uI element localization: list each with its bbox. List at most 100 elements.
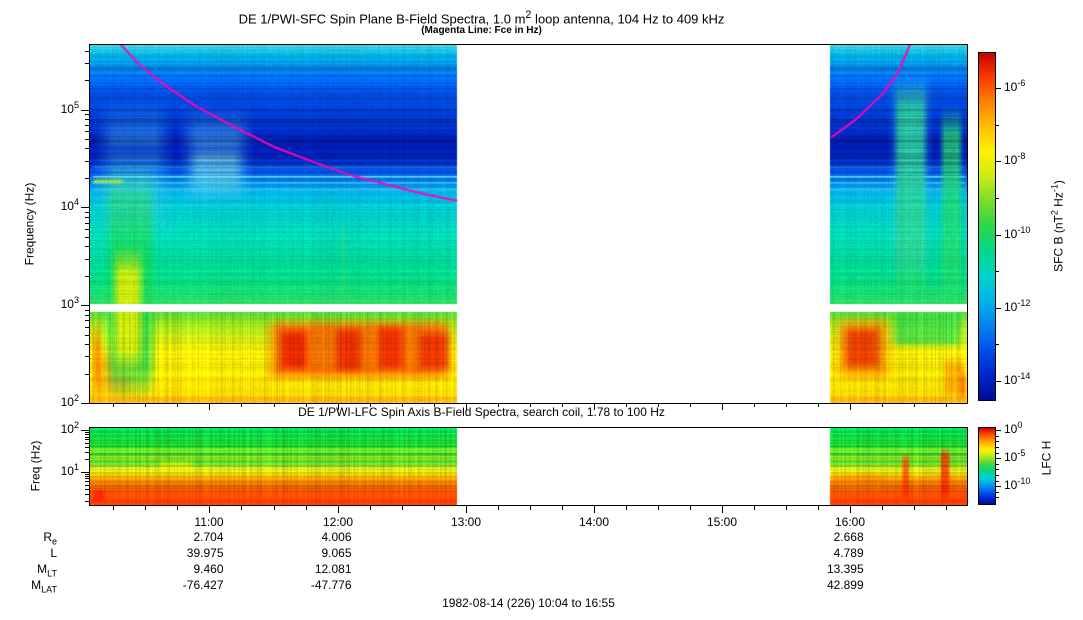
sfc-x-minor-tick [562, 404, 563, 407]
sfc-cbar-minor-tick [996, 344, 999, 345]
ephemeris-value: 4.789 [833, 546, 864, 560]
sfc-y-minor-tick [85, 320, 89, 321]
lfc-title: DE 1/PWI-LFC Spin Axis B-Field Spectra, … [298, 405, 665, 419]
sfc-x-major-tick [338, 404, 339, 410]
x-major-tick [722, 505, 723, 513]
sfc-x-minor-tick [530, 404, 531, 407]
x-minor-tick [177, 505, 178, 510]
x-minor-tick [754, 505, 755, 510]
lfc-y-minor-tick [85, 485, 89, 486]
sfc-x-minor-tick [786, 404, 787, 407]
x-major-tick [850, 505, 851, 513]
lfc-cbar-minor-tick [996, 497, 999, 498]
sfc-x-minor-tick [946, 404, 947, 407]
ephemeris-value: 13.395 [826, 562, 864, 576]
sfc-x-minor-tick [754, 404, 755, 407]
sfc-x-major-tick [466, 404, 467, 410]
lfc-y-minor-tick [85, 474, 89, 475]
sfc-cbar-tick-label: 10-14 [1004, 370, 1031, 387]
sfc-x-minor-tick [241, 404, 242, 407]
x-minor-tick [402, 505, 403, 510]
x-tick-label: 15:00 [706, 515, 738, 529]
sfc-y-minor-tick [85, 114, 89, 115]
ephemeris-row-label: L [50, 546, 57, 560]
sfc-x-minor-tick [402, 404, 403, 407]
lfc-y-tick-label: 102 [60, 420, 79, 437]
lfc-y-minor-tick [85, 452, 89, 453]
lfc-cbar-minor-tick [996, 475, 999, 476]
sfc-y-minor-tick [85, 139, 89, 140]
x-minor-tick [882, 505, 883, 510]
ephemeris-value: -76.427 [182, 578, 224, 592]
sfc-y-minor-tick [85, 131, 89, 132]
lfc-cbar-tick-label: 10-10 [1004, 476, 1031, 493]
sfc-cbar-minor-tick [996, 198, 999, 199]
ephemeris-value: -47.776 [310, 578, 352, 592]
sfc-x-minor-tick [306, 404, 307, 407]
sfc-y-minor-tick [85, 315, 89, 316]
x-major-tick [338, 505, 339, 513]
x-minor-tick [370, 505, 371, 510]
x-minor-tick [241, 505, 242, 510]
sfc-y-tick-label: 105 [60, 99, 79, 116]
lfc-cbar-minor-tick [996, 447, 999, 448]
lfc-cbar-minor-tick [996, 492, 999, 493]
sfc-y-minor-tick [85, 344, 89, 345]
sfc-x-minor-tick [882, 404, 883, 407]
lfc-y-minor-tick [85, 478, 89, 479]
lfc-cbar-major-tick [996, 486, 1001, 487]
sfc-x-minor-tick [145, 404, 146, 407]
x-tick-label: 16:00 [834, 515, 866, 529]
x-minor-tick [946, 505, 947, 510]
x-major-tick [466, 505, 467, 513]
lfc-y-minor-tick [85, 434, 89, 435]
sfc-x-minor-tick [914, 404, 915, 407]
sfc-colorbar [978, 52, 996, 401]
sfc-y-major-tick [81, 305, 89, 306]
sfc-y-tick-label: 102 [60, 393, 79, 409]
x-minor-tick [530, 505, 531, 510]
sfc-cbar-major-tick [996, 308, 1001, 309]
sfc-y-minor-tick [85, 229, 89, 230]
sfc-x-major-tick [722, 404, 723, 410]
sfc-y-minor-tick [85, 63, 89, 64]
sfc-y-minor-tick [85, 327, 89, 328]
lfc-cbar-tick-label: 100 [1004, 420, 1023, 437]
lfc-colorbar-label: LFC H [1039, 440, 1054, 476]
x-minor-tick [914, 505, 915, 510]
ephemeris-value: 39.975 [186, 546, 224, 560]
sfc-cbar-tick-label: 10-6 [1004, 78, 1026, 95]
sfc-y-major-tick [81, 110, 89, 111]
lfc-cbar-minor-tick [996, 464, 999, 465]
ephemeris-value: 4.006 [321, 530, 352, 544]
lfc-y-minor-tick [85, 476, 89, 477]
lfc-y-minor-tick [85, 437, 89, 438]
sfc-x-minor-tick [626, 404, 627, 407]
lfc-y-minor-tick [85, 459, 89, 460]
x-tick-label: 12:00 [322, 515, 354, 529]
sfc-cbar-major-tick [996, 161, 1001, 162]
ephemeris-value: 42.899 [826, 578, 864, 592]
sfc-y-minor-tick [85, 237, 89, 238]
sfc-y-tick-label: 103 [60, 295, 79, 312]
sfc-x-minor-tick [690, 404, 691, 407]
ephemeris-value: 9.460 [193, 562, 224, 576]
sfc-y-minor-tick [85, 125, 89, 126]
sfc-x-minor-tick [274, 404, 275, 407]
lfc-colorbar [978, 427, 996, 505]
lfc-y-axis-label: Freq (Hz) [28, 440, 43, 492]
x-minor-tick [145, 505, 146, 510]
lfc-panel [89, 427, 968, 506]
x-major-tick [594, 505, 595, 513]
lfc-cbar-minor-tick [996, 453, 999, 454]
sfc-cbar-tick-label: 10-12 [1004, 297, 1031, 314]
x-minor-tick [690, 505, 691, 510]
sfc-y-minor-tick [85, 217, 89, 218]
sfc-y-tick-label: 104 [60, 197, 79, 214]
sfc-cbar-minor-tick [996, 271, 999, 272]
main-subtitle: (Magenta Line: Fce in Hz) [421, 25, 542, 36]
lfc-cbar-tick-label: 10-5 [1004, 448, 1026, 465]
sfc-cbar-major-tick [996, 88, 1001, 89]
lfc-cbar-minor-tick [996, 436, 999, 437]
x-tick-label: 14:00 [578, 515, 610, 529]
